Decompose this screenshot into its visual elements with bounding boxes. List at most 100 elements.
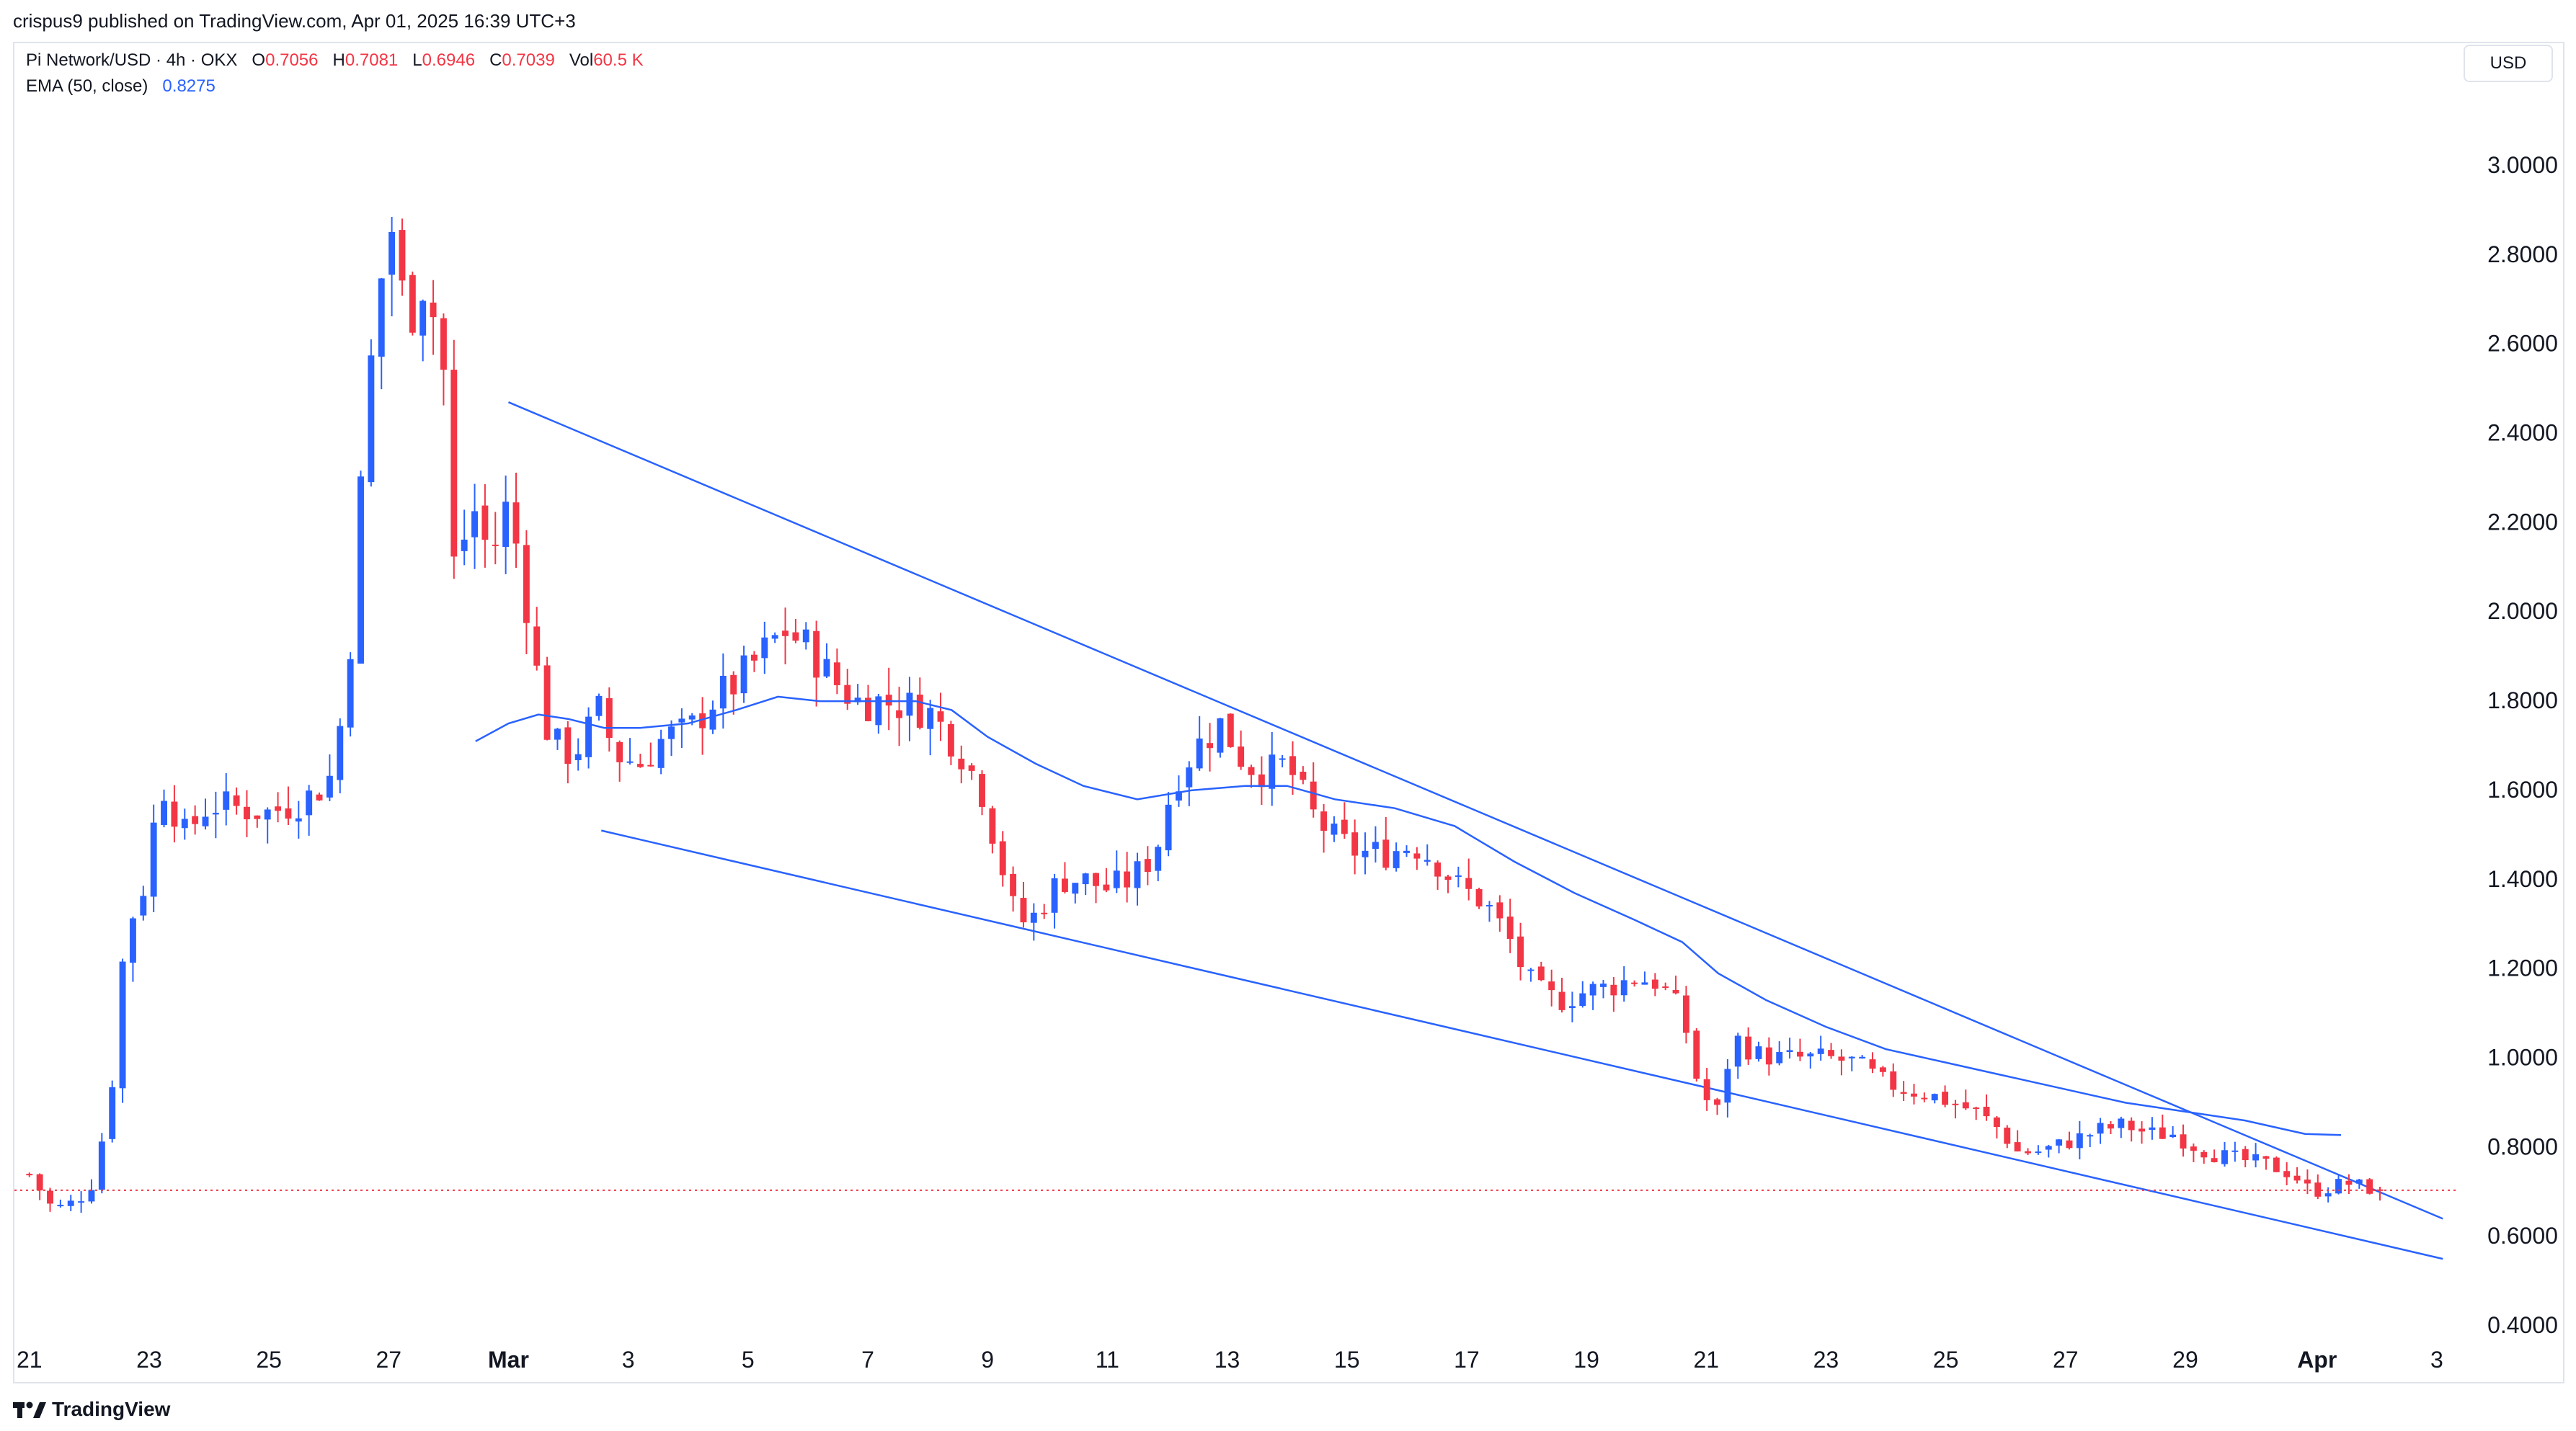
candle-body (958, 759, 964, 770)
y-axis-tick-label: 1.2000 (2487, 955, 2558, 981)
candle-body (1507, 917, 1514, 939)
candle-body (1838, 1056, 1844, 1061)
candle-body (78, 1201, 84, 1203)
x-axis-tick-label: 5 (742, 1347, 755, 1373)
candle-body (1031, 913, 1037, 923)
candle-body (606, 698, 613, 738)
candle-body (2046, 1146, 2052, 1149)
candle-body (171, 802, 177, 827)
candle-body (234, 795, 240, 806)
candle-body (917, 695, 923, 728)
candle-body (2252, 1154, 2259, 1161)
ema-label[interactable]: EMA (50, close) (26, 76, 148, 96)
candle-body (1134, 861, 1141, 888)
candle-body (803, 630, 809, 643)
volume-value: 60.5 K (593, 50, 643, 70)
candle-body (1062, 878, 1068, 892)
candle-body (1000, 842, 1006, 875)
candle-body (2345, 1181, 2352, 1185)
candle-body (2180, 1134, 2187, 1149)
candle-body (368, 355, 374, 482)
ema50-line (476, 697, 2341, 1135)
x-axis-tick-label: 13 (1214, 1347, 1240, 1373)
candle-body (2025, 1151, 2031, 1154)
candle-body (1849, 1057, 1855, 1058)
x-axis-tick-label: 9 (981, 1347, 994, 1373)
candle-body (2221, 1150, 2228, 1164)
candle-body (419, 301, 426, 336)
candle-body (1434, 862, 1441, 876)
low-label: L (412, 50, 422, 70)
y-axis-tick-label: 2.0000 (2487, 598, 2558, 624)
candle-body (316, 795, 323, 801)
candle-body (2097, 1123, 2104, 1133)
x-axis-tick-label: Apr (2297, 1347, 2337, 1373)
candle-body (1579, 994, 1586, 1006)
candle-body (1942, 1092, 1948, 1105)
candle-body (813, 631, 820, 678)
x-axis-tick-label: 7 (861, 1347, 874, 1373)
candle-body (1186, 767, 1192, 788)
candle-body (1973, 1107, 1979, 1109)
candle-body (1310, 782, 1317, 810)
candle-body (658, 739, 665, 768)
candle-body (1984, 1107, 1990, 1116)
legend-ohlc-row: Pi Network/USD · 4h · OKX O0.7056 H0.708… (26, 48, 644, 73)
candle-body (1041, 913, 1047, 914)
candle-body (2325, 1193, 2332, 1196)
candle-body (1559, 992, 1565, 1010)
candle-body (1652, 980, 1658, 989)
y-axis-tick-label: 2.8000 (2487, 241, 2558, 267)
currency-button[interactable]: USD (2464, 45, 2553, 82)
candle-body (1021, 898, 1027, 922)
candle-body (26, 1174, 32, 1175)
volume-label: Vol (569, 50, 593, 70)
candle-body (1704, 1079, 1710, 1100)
candle-body (254, 816, 260, 819)
candle-body (1445, 876, 1452, 880)
candle-body (1455, 875, 1462, 877)
candle-body (1818, 1048, 1824, 1054)
legend-symbol[interactable]: Pi Network/USD · 4h · OKX (26, 50, 237, 70)
candle-body (2004, 1128, 2010, 1144)
candle-body (1621, 980, 1627, 995)
candle-body (1196, 739, 1203, 768)
candle-body (1165, 805, 1172, 850)
y-axis-tick-label: 1.4000 (2487, 866, 2558, 892)
candle-body (481, 506, 488, 540)
candle-body (2056, 1139, 2062, 1146)
price-chart[interactable]: 3.00002.80002.60002.40002.20002.00001.80… (0, 0, 2576, 1431)
footer-brand: TradingView (52, 1394, 170, 1425)
candle-body (47, 1191, 53, 1204)
candle-body (1683, 996, 1689, 1033)
x-axis-tick-label: 27 (376, 1347, 402, 1373)
candle-body (1476, 889, 1483, 906)
candle-body (357, 476, 364, 664)
candle-body (1217, 718, 1223, 753)
x-axis-tick-label: 17 (1454, 1347, 1480, 1373)
ema-line (476, 697, 2341, 1135)
candle-body (2242, 1149, 2249, 1160)
x-axis-tick-label: 11 (1096, 1347, 1119, 1373)
candle-body (409, 275, 416, 333)
y-axis-tick-label: 1.8000 (2487, 687, 2558, 713)
close-label: C (489, 50, 502, 70)
candle-body (906, 692, 912, 716)
candle-body (1424, 860, 1431, 861)
open-label: O (252, 50, 265, 70)
candle-body (1124, 872, 1130, 888)
candle-body (2149, 1128, 2155, 1130)
candle-body (1010, 874, 1016, 896)
candle-body (2138, 1128, 2145, 1131)
candle-body (564, 727, 571, 764)
y-axis-tick-label: 0.4000 (2487, 1312, 2558, 1338)
candle-body (327, 776, 333, 798)
candle-body (616, 742, 623, 762)
candle-body (710, 710, 716, 730)
candle-body (1248, 767, 1255, 775)
candle-body (2190, 1146, 2197, 1151)
candle-body (575, 754, 582, 760)
candle-body (948, 724, 954, 757)
candle-body (471, 511, 478, 537)
tradingview-footer[interactable]: TradingView (13, 1394, 170, 1425)
